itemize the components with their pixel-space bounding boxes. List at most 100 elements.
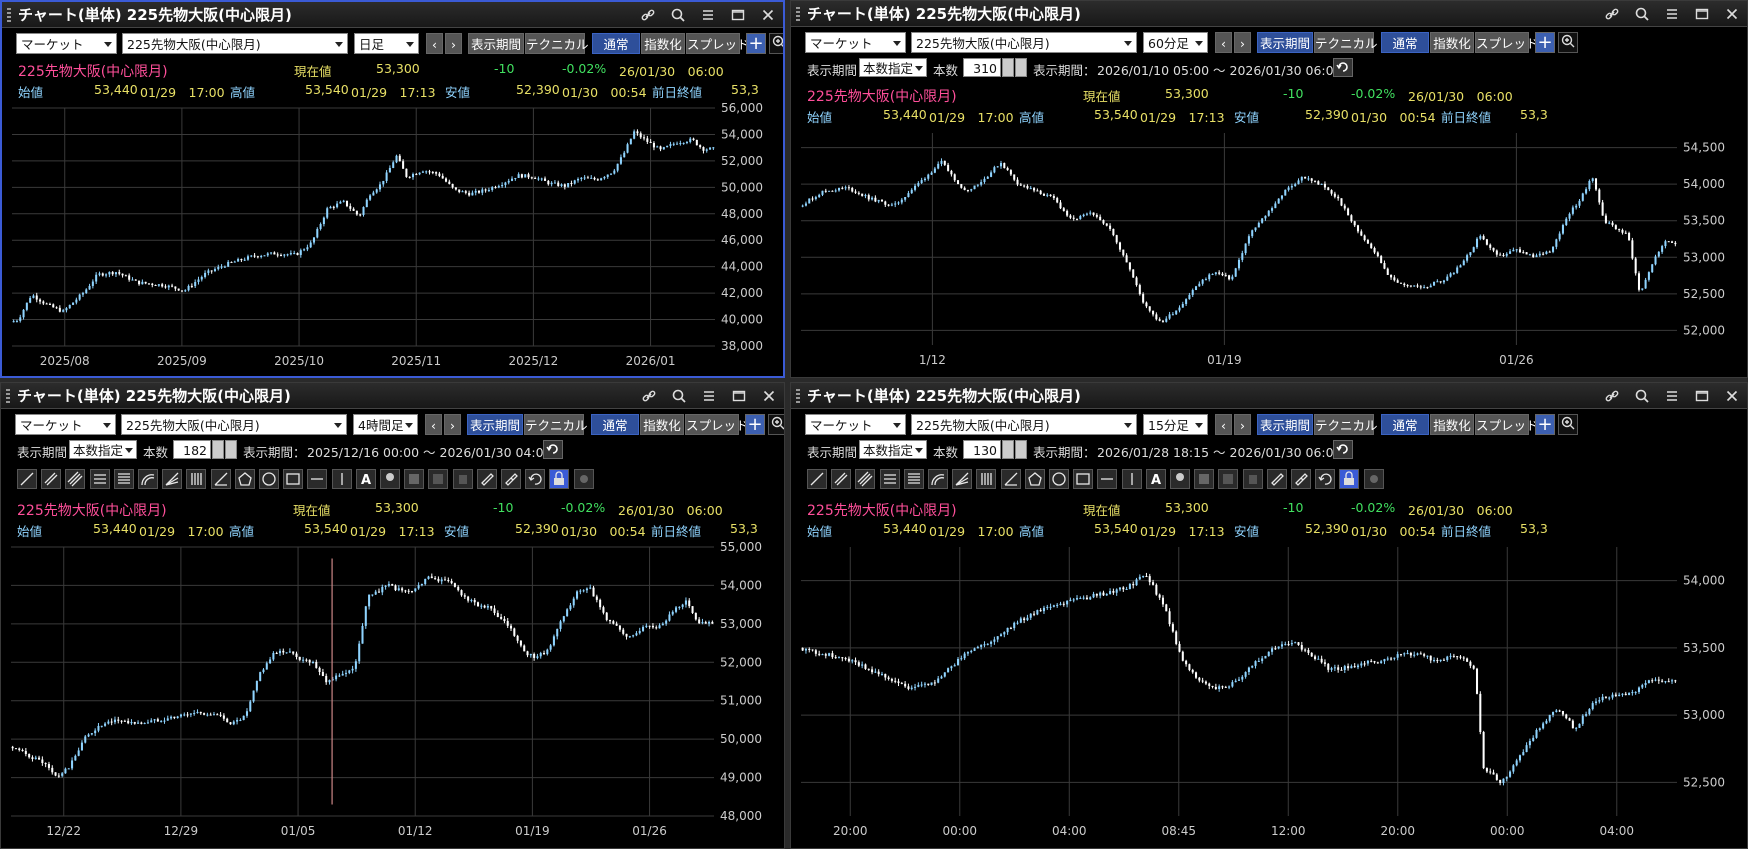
period-button[interactable]: 表示期間	[1257, 32, 1313, 53]
market-select[interactable]: マーケット	[16, 33, 117, 54]
instrument-select[interactable]: 225先物大阪(中心限月)	[911, 414, 1137, 435]
fan-tool-icon[interactable]	[952, 469, 973, 489]
count-input[interactable]: 310	[963, 58, 1001, 77]
eraser-tool-icon[interactable]	[501, 469, 521, 489]
period-button[interactable]: 表示期間	[1257, 414, 1313, 435]
paste-tool-icon[interactable]	[1218, 469, 1239, 489]
spread-button[interactable]: スプレッド	[1475, 32, 1539, 53]
drag-grip-icon[interactable]	[7, 8, 11, 22]
index-button[interactable]: 指数化	[641, 33, 685, 54]
icon-tool-icon[interactable]	[380, 469, 400, 489]
copy-tool-icon[interactable]	[1194, 469, 1215, 489]
text-tool-icon[interactable]: A	[1145, 469, 1166, 489]
market-select[interactable]: マーケット	[15, 414, 116, 435]
rectangle-tool-icon[interactable]	[1073, 469, 1094, 489]
panel-titlebar[interactable]: チャート(単体) 225先物大阪(中心限月)	[2, 2, 783, 28]
zoom-button[interactable]	[1558, 414, 1578, 435]
chart-panel-2[interactable]: チャート(単体) 225先物大阪(中心限月) マーケット 225先物大阪(中心限月)…	[790, 0, 1748, 378]
period-mode-select[interactable]: 本数指定	[859, 440, 927, 459]
prev-timeframe-button[interactable]: ‹	[1215, 414, 1232, 435]
index-button[interactable]: 指数化	[640, 414, 684, 435]
panel-titlebar[interactable]: チャート(単体) 225先物大阪(中心限月)	[791, 1, 1747, 27]
erase-tool-icon[interactable]	[1266, 469, 1287, 489]
fibonacci-tool-icon[interactable]	[113, 469, 134, 489]
panel-titlebar[interactable]: チャート(単体) 225先物大阪(中心限月)	[791, 383, 1747, 409]
spread-button[interactable]: スプレッド	[685, 414, 749, 435]
erase-tool-icon[interactable]	[476, 469, 497, 489]
market-select[interactable]: マーケット	[805, 32, 906, 53]
close-icon[interactable]	[1717, 1, 1747, 27]
menu-icon[interactable]	[693, 2, 723, 28]
fibonacci-tool-icon[interactable]	[903, 469, 924, 489]
link-icon[interactable]	[634, 383, 664, 409]
next-timeframe-button[interactable]: ›	[444, 414, 461, 435]
lock-tool-icon[interactable]	[549, 469, 570, 489]
menu-icon[interactable]	[694, 383, 724, 409]
link-icon[interactable]	[1597, 383, 1627, 409]
normal-button[interactable]: 通常	[1381, 414, 1429, 435]
add-chart-button[interactable]: +	[746, 33, 766, 54]
parallel-lines-tool-icon[interactable]	[41, 469, 62, 489]
timeframe-select[interactable]: 日足	[354, 33, 419, 54]
market-select[interactable]: マーケット	[805, 414, 906, 435]
chart-panel-4[interactable]: チャート(単体) 225先物大阪(中心限月) マーケット 225先物大阪(中心限月)…	[790, 382, 1748, 849]
prev-timeframe-button[interactable]: ‹	[425, 414, 442, 435]
paste-tool-icon[interactable]	[428, 469, 449, 489]
icon-tool-icon[interactable]	[1170, 469, 1190, 489]
close-icon[interactable]	[754, 383, 784, 409]
vertical-line-tool-icon[interactable]	[331, 469, 352, 489]
menu-icon[interactable]	[1657, 1, 1687, 27]
close-icon[interactable]	[753, 2, 783, 28]
reload-button[interactable]	[1333, 440, 1353, 459]
chart-panel-1[interactable]: チャート(単体) 225先物大阪(中心限月) マーケット 225先物大阪(中心限月)…	[0, 0, 785, 378]
next-timeframe-button[interactable]: ›	[445, 33, 462, 54]
circle-tool-icon[interactable]	[259, 469, 279, 489]
prev-timeframe-button[interactable]: ‹	[426, 33, 443, 54]
normal-button[interactable]: 通常	[592, 33, 640, 54]
count-decrement-button[interactable]	[1002, 440, 1014, 459]
price-chart[interactable]: 55,000 54,000 53,000 52,000 51,000 50,000 49,0…	[1, 541, 785, 846]
drag-grip-icon[interactable]	[796, 389, 800, 403]
horizontal-lines-tool-icon[interactable]	[879, 469, 900, 489]
channel-tool-icon[interactable]	[65, 469, 86, 489]
chart-panel-3[interactable]: チャート(単体) 225先物大阪(中心限月) マーケット 225先物大阪(中心限月)…	[0, 382, 785, 849]
index-button[interactable]: 指数化	[1430, 32, 1474, 53]
search-icon[interactable]	[1627, 383, 1657, 409]
add-chart-button[interactable]: +	[745, 414, 765, 435]
instrument-select[interactable]: 225先物大阪(中心限月)	[122, 33, 348, 54]
drag-grip-icon[interactable]	[6, 389, 10, 403]
channel-tool-icon[interactable]	[855, 469, 876, 489]
parallel-lines-tool-icon[interactable]	[831, 469, 852, 489]
zoom-button[interactable]	[1558, 32, 1578, 53]
maximize-icon[interactable]	[724, 383, 754, 409]
link-icon[interactable]	[1597, 1, 1627, 27]
price-chart[interactable]: 56,000 54,000 52,000 50,000 48,000 46,000 44,0…	[2, 102, 785, 376]
period-mode-select[interactable]: 本数指定	[69, 440, 137, 459]
search-icon[interactable]	[1627, 1, 1657, 27]
search-icon[interactable]	[663, 2, 693, 28]
hand-tool-icon[interactable]	[452, 469, 473, 489]
link-icon[interactable]	[633, 2, 663, 28]
count-decrement-button[interactable]	[212, 440, 224, 459]
eraser-tool-icon[interactable]	[1291, 469, 1311, 489]
count-increment-button[interactable]	[1015, 58, 1027, 77]
circle-tool-icon[interactable]	[1049, 469, 1069, 489]
timeframe-select[interactable]: 60分足	[1143, 32, 1208, 53]
technical-button[interactable]: テクニカル	[1314, 414, 1378, 435]
zoom-button[interactable]	[768, 414, 784, 435]
settings-tool-icon[interactable]	[573, 469, 594, 489]
lock-tool-icon[interactable]	[1339, 469, 1360, 489]
arc-tool-icon[interactable]	[138, 469, 158, 489]
next-timeframe-button[interactable]: ›	[1234, 32, 1251, 53]
count-increment-button[interactable]	[225, 440, 237, 459]
count-input[interactable]: 130	[963, 440, 1001, 459]
vertical-line-tool-icon[interactable]	[1121, 469, 1142, 489]
menu-icon[interactable]	[1657, 383, 1687, 409]
drag-grip-icon[interactable]	[796, 7, 800, 21]
spread-button[interactable]: スプレッド	[1475, 414, 1539, 435]
next-timeframe-button[interactable]: ›	[1234, 414, 1251, 435]
angle-tool-icon[interactable]	[1000, 469, 1021, 489]
timeframe-select[interactable]: 4時間足	[353, 414, 418, 435]
timeframe-select[interactable]: 15分足	[1143, 414, 1208, 435]
vertical-lines-tool-icon[interactable]	[186, 469, 207, 489]
